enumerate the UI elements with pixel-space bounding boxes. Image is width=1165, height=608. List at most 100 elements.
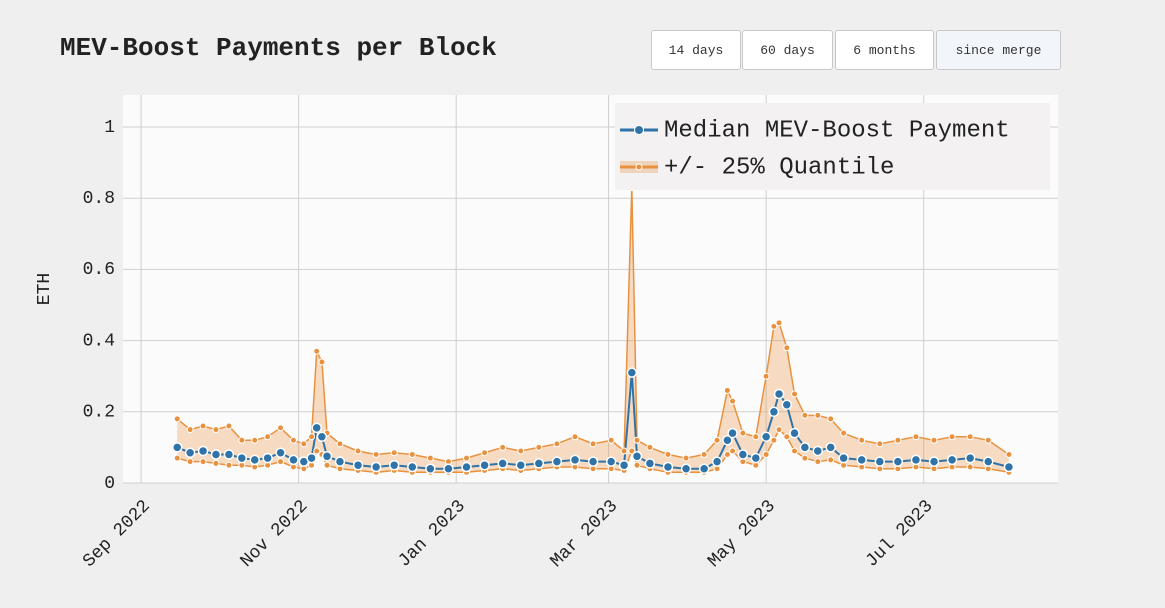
quantile-point: [607, 436, 615, 444]
quantile-point: [354, 447, 362, 455]
quantile-point: [876, 440, 884, 448]
range-button[interactable]: 6 months: [835, 30, 934, 70]
median-point: [425, 463, 436, 475]
quantile-point: [553, 440, 561, 448]
quantile-point: [463, 454, 471, 462]
quantile-point: [620, 447, 628, 455]
legend-label: Median MEV-Boost Payment: [664, 117, 1010, 144]
median-point: [236, 452, 248, 464]
quantile-point: [323, 461, 331, 469]
quantile-point: [238, 436, 246, 444]
quantile-point: [966, 463, 974, 471]
quantile-point: [682, 454, 690, 462]
median-point: [812, 445, 824, 457]
median-point: [964, 452, 976, 464]
median-point: [626, 367, 638, 378]
quantile-point: [481, 449, 489, 457]
legend-label: +/- 25% Quantile: [664, 154, 894, 181]
quantile-point: [300, 440, 308, 448]
median-point: [223, 449, 235, 460]
median-point: [722, 435, 733, 446]
quantile-point: [212, 459, 220, 467]
median-point: [760, 431, 772, 442]
median-point: [311, 422, 322, 434]
x-tick-label: Mar 2023: [547, 496, 622, 571]
quantile-point: [318, 358, 326, 366]
quantile-point: [791, 390, 799, 398]
legend-marker: [635, 163, 643, 171]
median-point: [781, 399, 793, 410]
y-tick-label: 0.2: [83, 403, 115, 423]
median-point: [461, 461, 472, 473]
quantile-point: [633, 461, 641, 469]
range-button[interactable]: since merge: [936, 30, 1061, 70]
quantile-point: [729, 397, 737, 405]
quantile-point: [752, 433, 760, 441]
median-point: [197, 445, 209, 457]
quantile-point: [966, 433, 974, 441]
median-point: [334, 456, 346, 467]
quantile-point: [713, 436, 721, 444]
median-point: [479, 459, 490, 471]
quantile-point: [775, 319, 783, 327]
median-point: [662, 461, 674, 473]
median-point: [946, 454, 958, 466]
median-point: [711, 456, 723, 467]
median-point: [856, 454, 867, 466]
median-point: [892, 456, 904, 467]
quantile-point: [827, 415, 835, 423]
median-point: [569, 454, 581, 466]
median-point: [184, 447, 196, 458]
median-point: [306, 452, 317, 464]
median-point: [443, 463, 454, 475]
quantile-point: [801, 454, 809, 462]
quantile-point: [186, 426, 194, 434]
median-point: [262, 452, 273, 464]
quantile-point: [770, 322, 778, 330]
quantile-point: [173, 454, 181, 462]
quantile-point: [723, 451, 731, 459]
quantile-point: [762, 451, 770, 459]
quantile-point: [308, 433, 316, 441]
median-point: [275, 447, 286, 458]
quantile-point: [930, 436, 938, 444]
median-point: [799, 442, 811, 453]
median-point: [249, 454, 260, 466]
median-point: [388, 459, 400, 471]
quantile-point: [589, 440, 597, 448]
median-point: [644, 458, 656, 469]
quantile-point: [313, 347, 321, 355]
quantile-point: [739, 429, 747, 437]
median-point: [352, 459, 364, 471]
quantile-point: [912, 433, 920, 441]
median-point: [838, 452, 849, 464]
median-point: [515, 459, 527, 471]
quantile-point: [723, 386, 731, 394]
quantile-point: [770, 436, 778, 444]
median-point: [874, 456, 886, 467]
quantile-point: [517, 447, 525, 455]
legend-box: [615, 103, 1050, 190]
quantile-point: [628, 447, 636, 455]
median-point: [288, 454, 299, 466]
quantile-point: [762, 372, 770, 380]
quantile-point: [814, 411, 822, 419]
x-tick-label: May 2023: [704, 496, 779, 571]
quantile-point: [664, 451, 672, 459]
quantile-point: [426, 454, 434, 462]
median-point: [316, 431, 328, 442]
quantile-point: [212, 426, 220, 434]
median-point: [983, 456, 994, 467]
quantile-point: [814, 458, 822, 466]
quantile-point: [199, 458, 207, 466]
quantile-point: [840, 429, 848, 437]
quantile-point: [264, 433, 272, 441]
quantile-point: [783, 433, 791, 441]
quantile-point: [894, 436, 902, 444]
range-button[interactable]: 14 days: [651, 30, 741, 70]
range-button[interactable]: 60 days: [742, 30, 833, 70]
quantile-point: [225, 461, 233, 469]
quantile-point: [858, 436, 866, 444]
legend-marker: [634, 125, 644, 135]
